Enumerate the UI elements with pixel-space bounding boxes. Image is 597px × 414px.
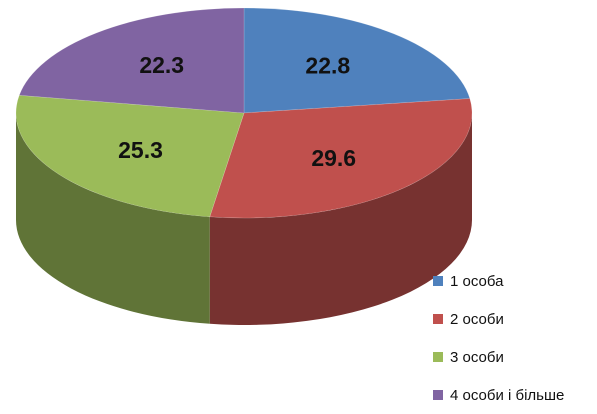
- legend: 1 особа 2 особи 3 особи 4 особи і більше: [433, 262, 593, 414]
- legend-item-3: 3 особи: [433, 338, 593, 376]
- legend-label: 4 особи і більше: [450, 386, 565, 404]
- legend-swatch: [433, 352, 443, 362]
- legend-swatch: [433, 390, 443, 400]
- legend-item-2: 2 особи: [433, 300, 593, 338]
- legend-label: 1 особа: [450, 272, 504, 290]
- pie-data-labels: 22.8 29.6 25.3 22.3: [118, 52, 356, 171]
- data-label-1: 22.8: [305, 53, 350, 79]
- pie-sides: [16, 113, 472, 325]
- pie-tops: [15, 7, 473, 219]
- legend-item-1: 1 особа: [433, 262, 593, 300]
- pie-chart: 22.8 29.6 25.3 22.3: [15, 7, 473, 325]
- data-label-2: 29.6: [311, 145, 356, 171]
- pie-slice-3: [15, 94, 245, 218]
- legend-label: 3 особи: [450, 348, 504, 366]
- legend-swatch: [433, 276, 443, 286]
- legend-item-4: 4 особи і більше: [433, 376, 593, 414]
- legend-swatch: [433, 314, 443, 324]
- legend-label: 2 особи: [450, 310, 504, 328]
- pie-slice-4: [18, 7, 245, 114]
- pie-slice-2: [209, 98, 473, 219]
- pie-slice-1: [243, 7, 471, 114]
- data-label-4: 22.3: [139, 52, 184, 78]
- data-label-3: 25.3: [118, 137, 163, 163]
- pie-slice-side-3: [16, 113, 210, 324]
- pie-slice-side-2: [209, 113, 472, 325]
